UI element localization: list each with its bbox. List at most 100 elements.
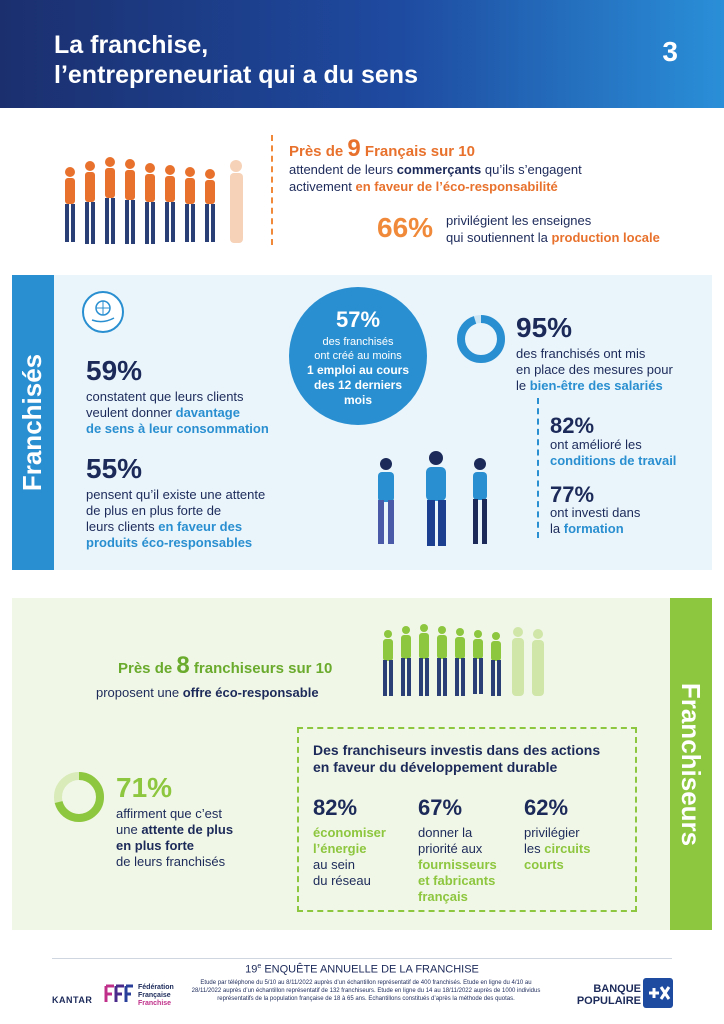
action-energy-l1: économiser	[313, 825, 386, 840]
stat-71-l2b: attente de plus	[141, 822, 234, 837]
stat-59-text: constatent que leurs clients veulent don…	[86, 389, 269, 437]
action-suppliers-l2: priorité aux	[418, 841, 483, 856]
action-suppliers-value: 67%	[418, 795, 463, 820]
stat-59-l2a: veulent donner	[86, 405, 176, 420]
banque-populaire-logo-icon	[643, 978, 673, 1008]
subline-a: proposent une	[96, 685, 183, 700]
intro-headline-post: Français sur 10	[360, 143, 475, 160]
action-suppliers-l1: donner la	[418, 825, 473, 840]
subline-b: offre éco-responsable	[182, 685, 319, 700]
franchises-side-text: Franchisés	[17, 353, 48, 492]
kantar-logo: KANTAR	[52, 995, 93, 1005]
stat-55-l3a: leurs clients	[86, 519, 159, 534]
footer-divider	[52, 958, 672, 959]
stat-66-line1: privilégient les enseignes	[446, 213, 592, 228]
stat-82-l1: ont amélioré les	[550, 437, 642, 452]
page-number: 3	[662, 36, 678, 67]
meeting-people-illustration	[378, 451, 487, 546]
action-energy-l4: du réseau	[313, 873, 371, 888]
intro-text-a: attendent de leurs	[289, 162, 397, 177]
stat-57-value: 57%	[335, 307, 381, 332]
stat-71-l1: affirment que c’est	[116, 806, 222, 821]
stat-55-l1: pensent qu’il existe une attente	[86, 487, 266, 502]
actions-title-l2: en faveur du développement durable	[313, 759, 558, 775]
action-circuits-l3: courts	[524, 857, 564, 872]
intro-text-c: qu’ils s’engagent	[481, 162, 582, 177]
stat-55-l2: de plus en plus forte de	[86, 503, 222, 518]
franchiseurs-subline: proposent une offre éco-responsable	[96, 685, 319, 700]
header-banner: La franchise, l’entrepreneuriat qui a du…	[0, 0, 724, 108]
stat-71-l3: en plus forte	[116, 838, 195, 853]
footer-title-sup: e	[257, 963, 262, 970]
donut-95-arc	[457, 315, 505, 363]
franchiseurs-side-bar	[670, 598, 712, 930]
stat-77-text: ont investi dans la formation	[550, 505, 640, 537]
action-energy-value: 82%	[313, 795, 358, 820]
stat-59-l2b: davantage	[175, 405, 240, 420]
fff-logo-icon	[104, 984, 133, 1002]
stat-55-text: pensent qu’il existe une attente de plus…	[86, 487, 265, 551]
stat-71-value: 71%	[116, 772, 173, 803]
intro-headline: Près de 9 Français sur 10	[289, 135, 475, 163]
fff-logo-text: Fédération Française Franchise	[138, 984, 174, 1008]
intro-text-d: activement	[289, 179, 356, 194]
actions-box	[297, 727, 637, 912]
franchises-side-label: Franchisés	[12, 275, 54, 570]
franchises-side-bar	[12, 275, 54, 570]
stat-77-l1: ont investi dans	[550, 505, 641, 520]
fff-l2: Française	[138, 992, 171, 999]
action-circuits-l2a: les	[524, 841, 545, 856]
orange-divider	[271, 135, 273, 245]
stat-77-value: 77%	[550, 482, 595, 507]
stat-57-l5: mois	[343, 393, 372, 407]
headline-8-pre: Près de	[118, 660, 177, 677]
stat-95-value: 95%	[516, 312, 573, 343]
stat-57-l2: ont créé au moins	[314, 350, 402, 362]
banque-populaire-text: BANQUE POPULAIRE	[569, 983, 641, 1007]
fff-l3: Franchise	[138, 1000, 172, 1007]
stat-82-l2: conditions de travail	[550, 453, 677, 468]
stat-77-l2b: formation	[563, 521, 624, 536]
stat-95-l3a: le	[516, 378, 530, 393]
stat-82-text: ont amélioré les conditions de travail	[550, 437, 676, 469]
donut-71-chart	[54, 772, 104, 822]
footer-methodology-note: Etude par téléphone du 5/10 au 8/11/2022…	[191, 980, 541, 1002]
franchiseurs-side-text: Franchiseurs	[676, 682, 707, 846]
stat-71-l2a: une	[116, 822, 142, 837]
stat-57-l1: des franchisés	[322, 336, 394, 348]
stat-57-l3: 1 emploi au cours	[306, 363, 410, 377]
footer-title-rest: ENQUÊTE ANNUELLE DE LA FRANCHISE	[261, 963, 479, 976]
fff-l1: Fédération	[138, 984, 174, 991]
footer-title: 19e ENQUÊTE ANNUELLE DE LA FRANCHISE	[0, 963, 724, 976]
headline-8-post: franchiseurs sur 10	[189, 660, 333, 677]
action-circuits-text: privilégier les circuits courts	[524, 825, 590, 873]
stat-71-l4: de leurs franchisés	[116, 854, 226, 869]
stat-57-l4: des 12 derniers	[313, 378, 403, 392]
stat-55-value: 55%	[86, 453, 143, 484]
stat-66-text: privilégient les enseignes qui soutienne…	[446, 212, 660, 246]
action-energy-text: économiser l’énergie au sein du réseau	[313, 825, 386, 889]
stat-59-l3: de sens à leur consommation	[86, 421, 269, 436]
green-people-illustration	[383, 624, 544, 696]
franchiseurs-headline: Près de 8 franchiseurs sur 10	[118, 652, 332, 680]
franchiseurs-side-label: Franchiseurs	[670, 598, 712, 930]
action-col-circuits: 62% privilégier les circuits courts	[524, 795, 590, 873]
action-suppliers-l5: français	[418, 889, 468, 904]
action-circuits-l1: privilégier	[524, 825, 580, 840]
globe-hand-icon	[82, 291, 124, 333]
donut-71-arc	[54, 772, 104, 822]
stat-66-line2a: qui soutiennent la	[446, 230, 552, 245]
stat-77-l2a: la	[550, 521, 564, 536]
action-suppliers-l4: et fabricants	[418, 873, 496, 888]
action-suppliers-text: donner la priorité aux fournisseurs et f…	[418, 825, 497, 905]
action-circuits-value: 62%	[524, 795, 569, 820]
actions-title-l1: Des franchiseurs investis dans des actio…	[313, 742, 601, 758]
stat-95-l2: en place des mesures pour	[516, 362, 673, 377]
stat-95-l3b: bien-être des salariés	[529, 378, 663, 393]
stat-55-l4: produits éco-responsables	[86, 535, 253, 550]
intro-text-b: commerçants	[396, 162, 482, 177]
stat-95-l1: des franchisés ont mis	[516, 346, 646, 361]
intro-text-e: en faveur de l’éco-responsabilité	[355, 179, 558, 194]
action-circuits-l2b: circuits	[544, 841, 591, 856]
people-group-illustration	[65, 157, 243, 244]
